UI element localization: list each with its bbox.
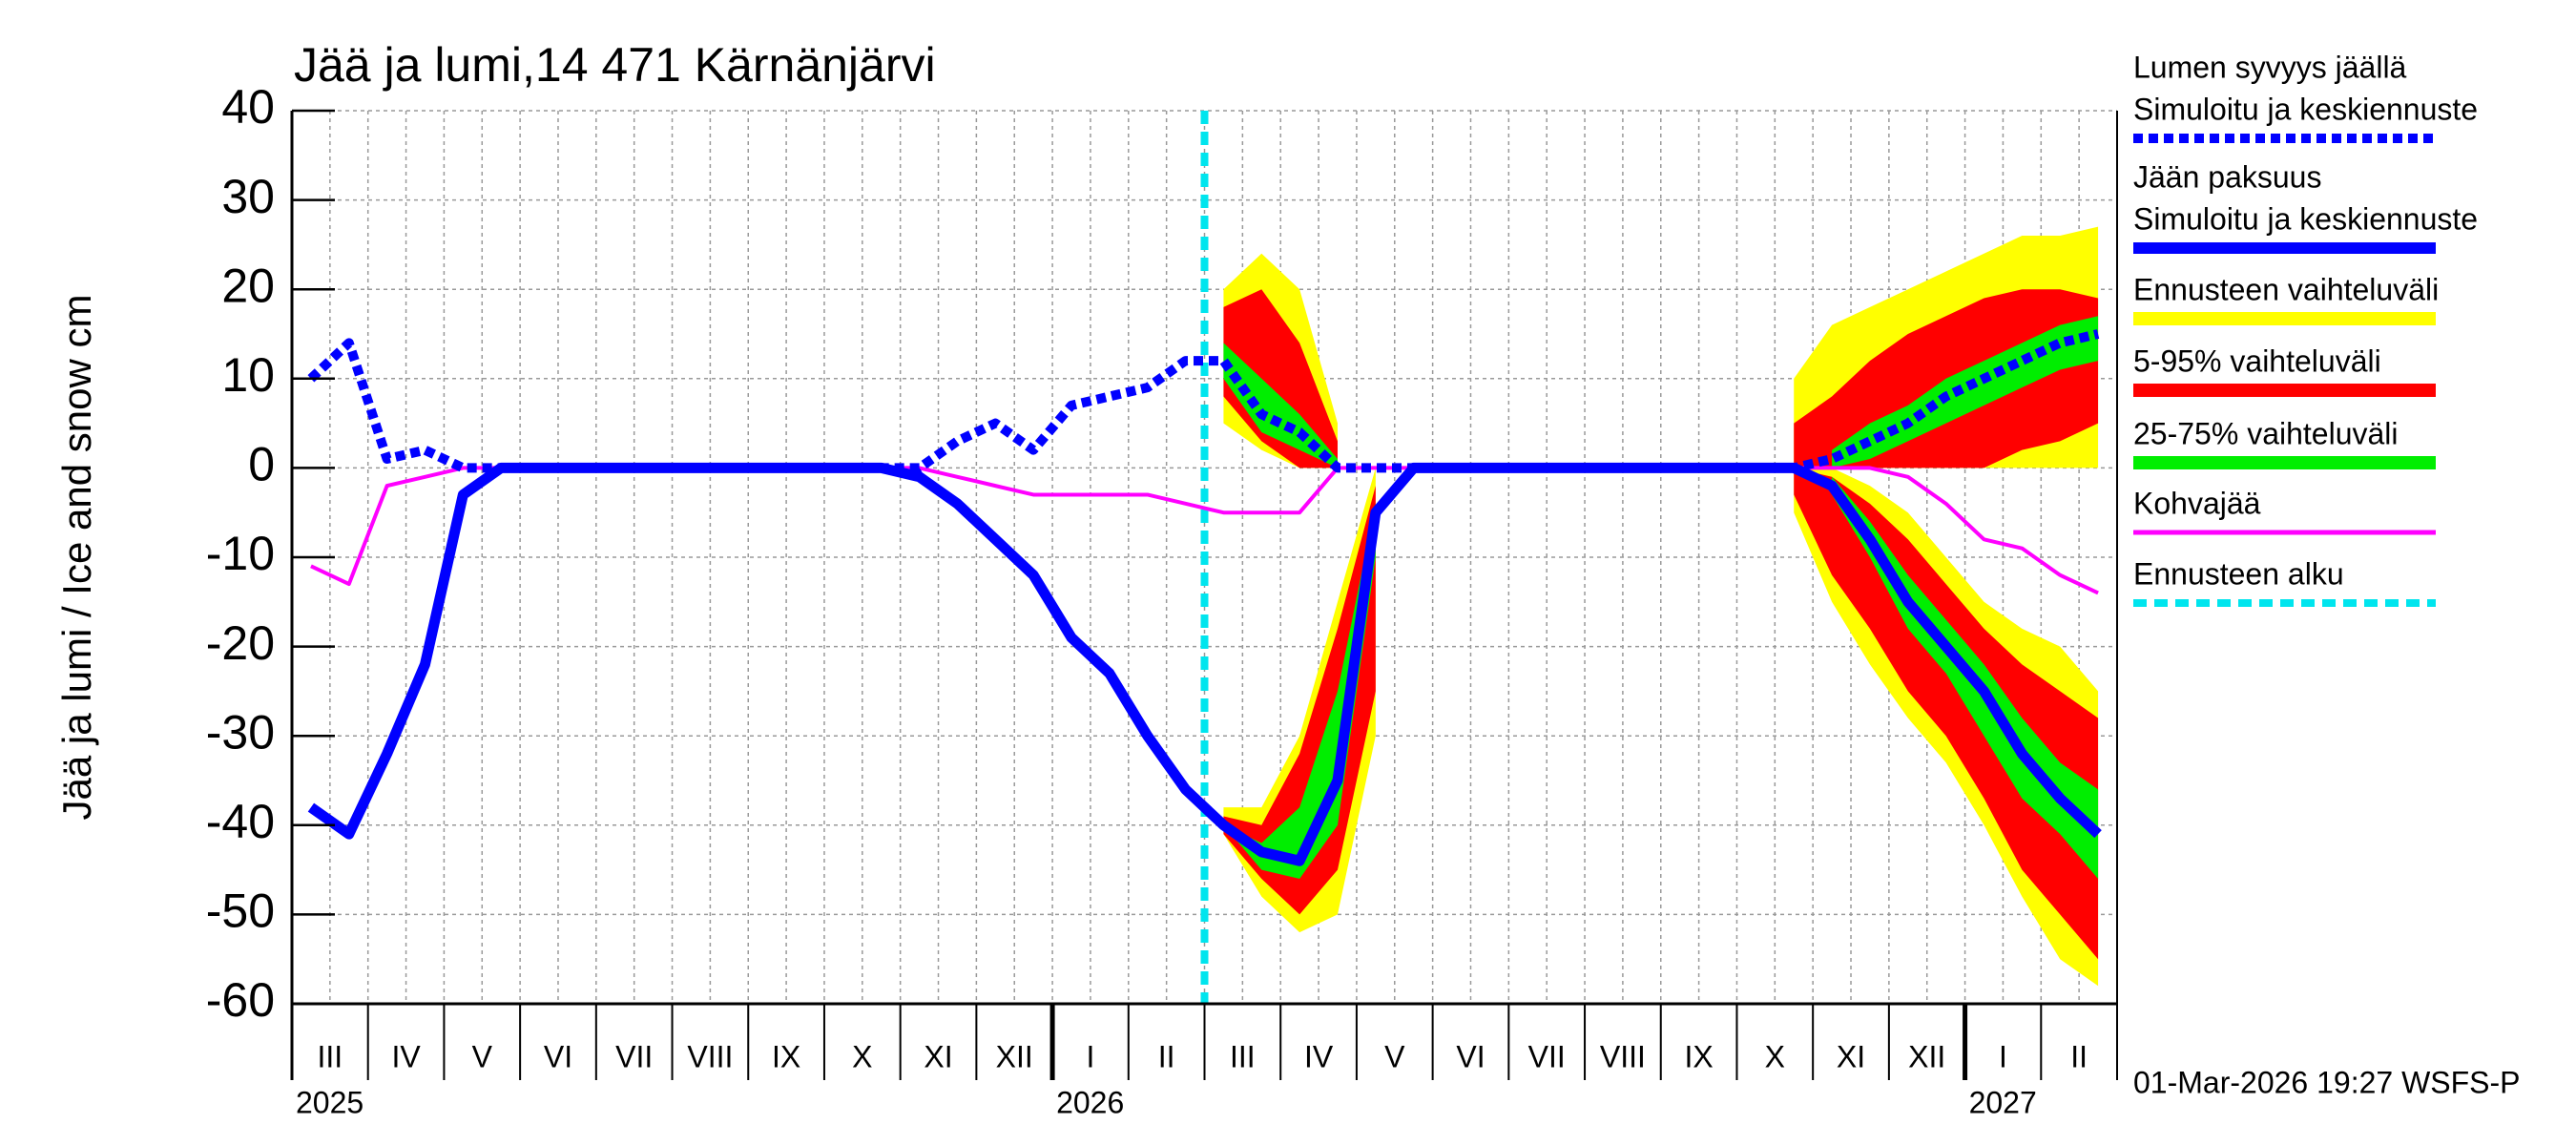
x-tick-label: XII	[996, 1039, 1033, 1073]
y-tick-label: -10	[206, 527, 275, 580]
legend-label: 25-75% vaihteluväli	[2133, 416, 2399, 450]
plot-area	[307, 111, 2102, 1004]
x-tick-label: XI	[924, 1039, 952, 1073]
forecast-band	[1223, 343, 1338, 468]
legend-label: Ennusteen vaihteluväli	[2133, 272, 2439, 306]
x-tick-label: I	[1086, 1039, 1094, 1073]
y-tick-label: 40	[221, 80, 275, 134]
y-tick-label: 30	[221, 170, 275, 223]
forecast-band	[1794, 468, 2099, 960]
x-tick-label: XII	[1908, 1039, 1945, 1073]
x-tick-label: III	[1230, 1039, 1256, 1073]
x-tick-label: VIII	[687, 1039, 733, 1073]
y-tick-label: 0	[248, 438, 275, 491]
forecast-band	[1832, 316, 2099, 468]
x-tick-label: V	[1384, 1039, 1405, 1073]
grid	[292, 110, 2117, 1005]
y-tick-label: 20	[221, 259, 275, 312]
chart-title: Jää ja lumi,14 471 Kärnänjärvi	[294, 38, 936, 92]
x-tick-label: VIII	[1600, 1039, 1646, 1073]
x-tick-label: I	[1999, 1039, 2007, 1073]
series-line	[307, 329, 2100, 473]
x-tick-label: X	[852, 1039, 872, 1073]
legend-label: Jään paksuus	[2133, 159, 2321, 194]
x-tick-label: XI	[1837, 1039, 1865, 1073]
x-tick-label: V	[472, 1039, 493, 1073]
y-tick-label: -50	[206, 885, 275, 938]
year-label: 2027	[1969, 1085, 2037, 1119]
y-tick-label: -20	[206, 616, 275, 670]
y-tick-label: -30	[206, 705, 275, 759]
x-tick-label: III	[318, 1039, 343, 1073]
legend-label: Lumen syvyys jäällä	[2133, 50, 2407, 84]
footer: 01-Mar-2026 19:27 WSFS-P	[2133, 1065, 2521, 1099]
y-tick-label: 10	[221, 348, 275, 402]
y-tick-label: -60	[206, 973, 275, 1027]
x-tick-label: X	[1765, 1039, 1785, 1073]
legend-label: Kohvajää	[2133, 486, 2261, 520]
legend-label: Ennusteen alku	[2133, 556, 2344, 591]
y-tick-label: -40	[206, 795, 275, 848]
x-tick-label: VII	[1528, 1039, 1566, 1073]
legend-label: 5-95% vaihteluväli	[2133, 344, 2381, 378]
x-tick-label: IV	[391, 1039, 421, 1073]
year-label: 2026	[1056, 1085, 1124, 1119]
x-tick-label: VII	[615, 1039, 653, 1073]
x-tick-label: II	[1158, 1039, 1175, 1073]
x-tick-label: IX	[772, 1039, 800, 1073]
forecast-band	[1223, 289, 1338, 468]
year-label: 2025	[296, 1085, 364, 1119]
y-axis-label: Jää ja lumi / Ice and snow cm	[54, 295, 99, 821]
x-tick-label: IX	[1684, 1039, 1713, 1073]
legend-note: Simuloitu ja keskiennuste	[2133, 92, 2478, 126]
x-tick-label: II	[2070, 1039, 2088, 1073]
x-tick-label: VI	[1456, 1039, 1485, 1073]
x-tick-label: VI	[544, 1039, 572, 1073]
legend-note: Simuloitu ja keskiennuste	[2133, 201, 2478, 236]
x-tick-label: IV	[1304, 1039, 1334, 1073]
